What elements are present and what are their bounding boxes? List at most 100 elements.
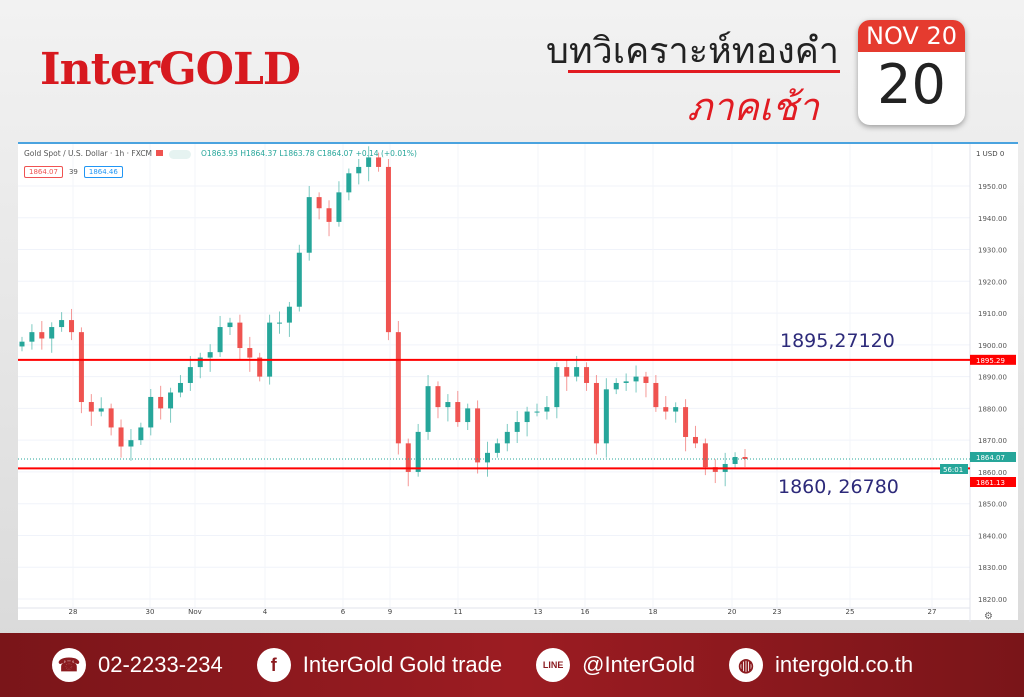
candle-body [732,456,738,464]
y-tick-label: 1940.00 [978,215,1007,223]
x-tick-label: 18 [649,608,658,616]
y-tick-label: 1930.00 [978,247,1007,255]
x-tick-label: 27 [928,608,937,616]
intergold-logo: InterGOLD [40,44,301,95]
y-tick-label: 1860.00 [978,469,1007,477]
candle-body [19,341,25,347]
candle-body [683,407,689,437]
bid-ask: 1864.07 39 1864.46 [24,166,123,178]
candle-body [603,389,609,444]
candle-body [49,327,55,339]
candle-body [584,367,590,383]
symbol-label[interactable]: Gold Spot / U.S. Dollar · 1h · FXCM [24,149,153,158]
candle-body [455,402,461,423]
candle-body [514,422,520,432]
currency-label: 1 USD 0 [976,150,1004,158]
last-price-badge [970,452,1016,462]
x-tick-label: 16 [581,608,590,616]
x-tick-label: 9 [388,608,392,616]
flag-icon[interactable] [156,150,164,156]
candle-body [702,443,708,468]
candle-body [88,402,94,412]
candle-body [504,431,510,444]
last-price-label: 1864.07 [976,454,1005,462]
y-tick-label: 1870.00 [978,437,1007,445]
candle-body [554,367,560,408]
candle-body [257,357,263,377]
candle-body [187,367,193,383]
candle-body [415,431,421,472]
x-tick-label: 11 [454,608,463,616]
x-tick-label: 23 [773,608,782,616]
candle-body [59,320,65,328]
ask-button[interactable]: 1864.46 [83,166,123,178]
candle-body [623,381,629,383]
level-axis-badge [970,354,1016,365]
candle-body [405,443,411,472]
candlestick-chart[interactable]: 1950.00 1940.00 1930.00 1920.00 1910.00 1900.… [18,144,1018,622]
candle-body [128,440,134,447]
chart-panel[interactable]: 1950.00 1940.00 1930.00 1920.00 1910.00 1900.… [18,142,1018,622]
candle-body [326,208,332,222]
gear-icon: ⚙ [984,611,993,622]
y-tick-label: 1910.00 [978,310,1007,318]
candle-body [118,427,124,447]
candle-body [237,322,243,349]
globe-icon: ◍ [728,648,763,682]
candle-body [158,396,164,409]
candle-body [692,436,698,444]
candle-body [613,382,619,390]
candle-body [593,382,599,444]
facebook-page[interactable]: InterGold Gold trade [302,652,503,677]
x-tick-label: 25 [846,608,855,616]
candle-body [177,382,183,393]
x-tick-label: 28 [69,608,78,616]
x-tick-label: 20 [728,608,737,616]
page-subtitle: ภาคเช้า [687,85,819,129]
y-tick-label: 1900.00 [978,342,1007,350]
x-tick-label: 4 [263,608,268,616]
candle-body [484,452,490,463]
y-tick-label: 1850.00 [978,501,1007,509]
phone-number[interactable]: 02-2233-234 [98,652,223,677]
spread: 39 [68,168,78,176]
level-axis-badge [970,477,1016,487]
candle-body [742,456,748,459]
page-title: บทวิเคราะห์ทองคำ [545,31,839,72]
candle-body [534,411,540,413]
candle-body [108,408,114,428]
candle-body [366,157,372,167]
level-axis-label: 1895.29 [976,357,1005,365]
title-underline [568,70,840,73]
candle-body [217,327,223,353]
candle-body [653,382,659,408]
candle-body [286,306,292,323]
footer: ☎ 02-2233-234 f InterGold Gold trade LINE @… [0,633,1024,697]
candle-body [435,386,441,408]
y-tick-label: 1830.00 [978,564,1007,572]
calendar-icon: NOV 20 20 [858,20,965,125]
candle-body [148,396,154,428]
candle-body [633,376,639,382]
bid-button[interactable]: 1864.07 [24,166,63,178]
level-label-upper: 1895,27120 [780,330,895,352]
candle-body [277,322,283,324]
candle-body [247,348,253,358]
calendar-month: NOV 20 [858,20,965,52]
candle-body [524,411,530,423]
line-account[interactable]: @InterGold [582,652,695,677]
candle-body [197,357,203,368]
calendar-day: 20 [877,53,946,116]
y-tick-label: 1920.00 [978,278,1007,286]
countdown-badge [940,464,968,474]
website-link[interactable]: intergold.co.th [774,652,914,677]
candle-body [346,173,352,193]
ohlc-readout: O1863.93 H1864.37 L1863.78 C1864.07 +0.1… [201,149,417,158]
candle-body [494,443,500,453]
y-tick-label: 1840.00 [978,532,1007,540]
y-tick-label: 1820.00 [978,596,1007,604]
candle-body [376,157,382,167]
countdown-label: 56:01 [943,466,963,474]
x-tick-label: Nov [188,608,202,616]
candle-body [138,427,144,441]
